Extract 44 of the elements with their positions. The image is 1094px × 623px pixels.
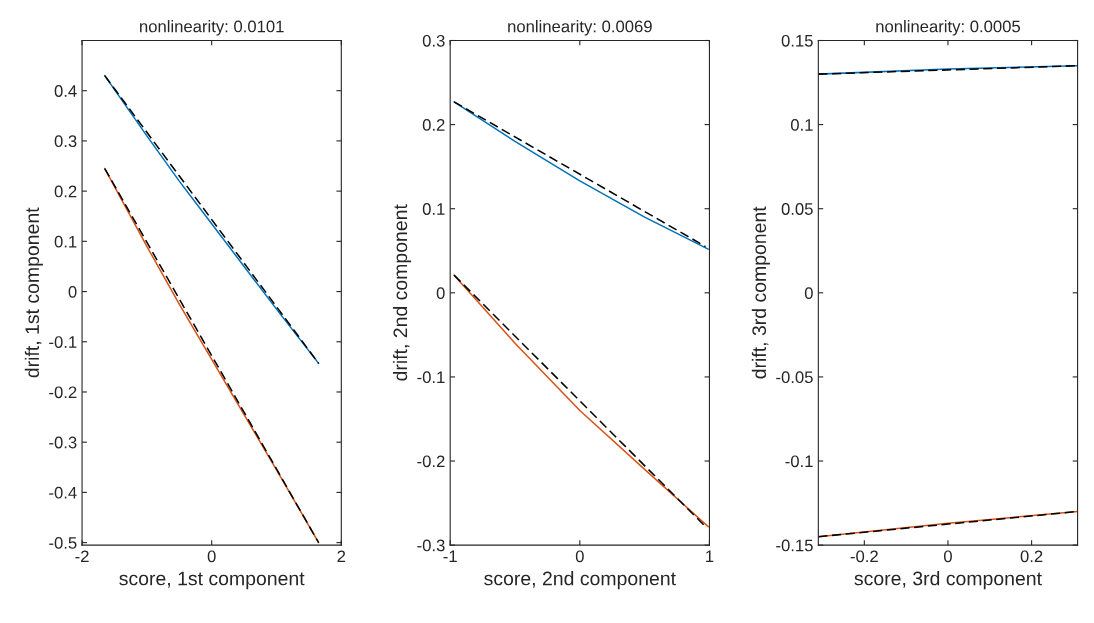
line-series [103,74,320,365]
y-axis-title: drift, 1st component [24,207,43,378]
y-tick-label: 0.15 [781,34,813,47]
chart-title: nonlinearity: 0.0005 [876,20,1021,36]
y-tick-label: -0.3 [49,436,77,449]
x-tick-label: 0.2 [1020,550,1043,563]
x-tick-label: -1 [443,550,457,563]
x-tick-label: -2 [75,550,89,563]
x-tick-label: 2 [337,550,346,563]
y-tick-label: 0.2 [422,119,445,131]
y-tick-label: 0 [68,285,77,298]
y-tick-label: 0.3 [422,34,445,47]
y-tick-label: -0.15 [776,539,813,552]
y-tick-label: -0.05 [776,371,813,384]
y-tick-label: 0.3 [54,135,77,148]
x-tick-label: 0 [207,550,216,563]
y-tick-label: 0.1 [422,203,445,215]
y-tick-label: 0 [436,287,445,300]
y-tick-label: -0.3 [417,539,445,552]
y-tick-label: 0 [804,287,813,300]
x-axis-title: score, 2nd component [484,571,676,590]
y-tick-label: 0.1 [54,235,77,248]
x-axis-title: score, 1st component [119,571,305,590]
line-series [103,167,320,544]
y-axis-title: drift, 2nd component [392,204,412,381]
chart-title: nonlinearity: 0.0069 [508,20,652,36]
y-tick-label: -0.4 [49,486,77,499]
y-tick-label: -0.1 [49,336,77,348]
y-axis-title: drift, 3rd component [751,206,770,379]
chart-title: nonlinearity: 0.0101 [140,20,284,36]
y-tick-label: -0.1 [417,371,445,384]
y-tick-label: -0.2 [49,386,77,399]
x-tick-label: 0 [943,550,952,563]
x-tick-label: 0 [575,550,584,563]
y-tick-label: 0.4 [54,85,77,97]
x-axis-title: score, 3rd component [854,571,1042,590]
y-tick-label: 0.05 [781,203,813,215]
y-tick-label: -0.2 [417,455,445,468]
y-tick-label: 0.1 [790,119,813,131]
x-tick-label: 1 [706,550,714,563]
y-tick-label: -0.1 [785,455,813,468]
y-tick-label: 0.2 [54,185,77,198]
x-tick-label: -0.2 [850,550,878,563]
y-tick-label: -0.5 [49,537,77,549]
